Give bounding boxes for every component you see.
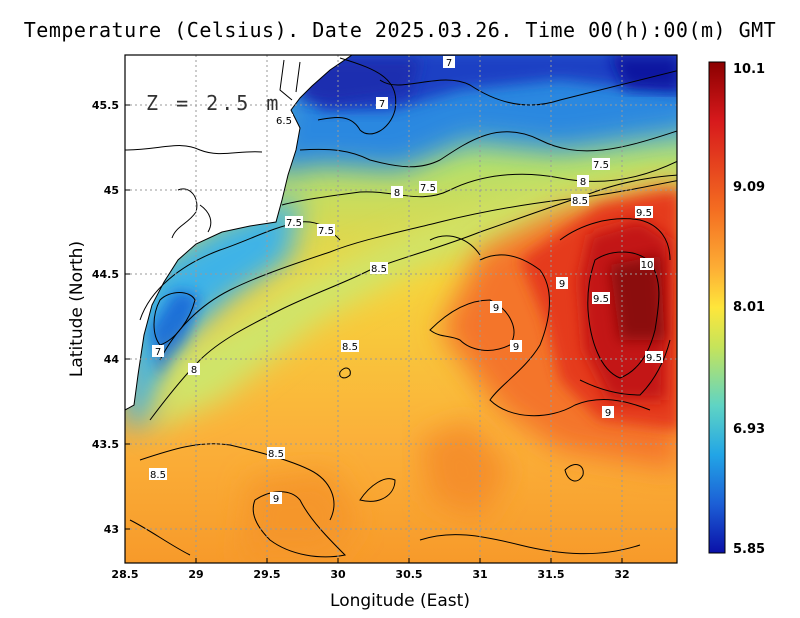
map-title: Temperature (Celsius). Date 2025.03.26. … [23, 18, 777, 42]
contour-label: 8.5 [371, 264, 387, 275]
contour-label: 10 [641, 260, 654, 271]
contour-label: 7.5 [593, 160, 609, 171]
y-tick-label: 45.5 [92, 99, 119, 112]
contour-label: 7.5 [318, 226, 334, 237]
contour-label: 7 [155, 347, 161, 358]
contour-label: 9.5 [593, 294, 609, 305]
contour-label: 9 [273, 494, 279, 505]
x-tick-label: 32 [614, 568, 629, 581]
x-tick-label: 30 [330, 568, 346, 581]
contour-label: 8.5 [572, 196, 588, 207]
colorbar-labels: 10.1 9.09 8.01 6.93 5.85 [733, 62, 765, 557]
contour-label: 8 [394, 188, 400, 199]
contour-label: 9.5 [646, 353, 662, 364]
y-tick-label: 43.5 [92, 438, 119, 451]
contour-label: 8 [191, 365, 197, 376]
contour-label-group: 7 7 6.5 7.5 8 8 7.5 8.5 7.5 7.5 9.5 10 8… [149, 56, 663, 505]
contour-label: 8.5 [150, 470, 166, 481]
x-tick-label: 30.5 [395, 568, 422, 581]
colorbar-label: 6.93 [733, 422, 765, 437]
contour-label: 8.5 [268, 449, 284, 460]
depth-label: Z = 2.5 m [146, 91, 281, 115]
colorbar [708, 61, 726, 554]
contour-label: 6.5 [276, 116, 292, 127]
y-tick-label: 45 [104, 184, 119, 197]
x-tick-label: 28.5 [111, 568, 138, 581]
contour-label: 9 [493, 303, 499, 314]
colorbar-label: 5.85 [733, 542, 765, 557]
contour-label: 7 [379, 99, 385, 110]
plot-frame [124, 54, 678, 564]
contour-label: 8.5 [342, 342, 358, 353]
temperature-field [125, 55, 677, 563]
y-axis-title: Latitude (North) [67, 241, 87, 377]
y-tick-label: 44 [104, 353, 120, 366]
colorbar-label: 8.01 [733, 300, 765, 315]
x-tick-label: 29.5 [253, 568, 280, 581]
x-axis-title: Longitude (East) [330, 591, 470, 611]
y-tick-marks [125, 104, 130, 530]
y-tick-label: 44.5 [92, 268, 119, 281]
y-tick-label: 43 [104, 523, 119, 536]
contour-label: 9 [513, 342, 519, 353]
x-tick-label: 29 [188, 568, 203, 581]
x-tick-marks [195, 558, 623, 563]
contour-label: 7.5 [420, 183, 436, 194]
contour-label: 9.5 [636, 208, 652, 219]
contour-label: 7.5 [286, 218, 302, 229]
colorbar-label: 9.09 [733, 180, 765, 195]
contour-label: 9 [605, 408, 611, 419]
colorbar-label: 10.1 [733, 62, 765, 77]
y-tick-labels: 45.5 45 44.5 44 43.5 43 [92, 99, 119, 536]
x-tick-label: 31 [472, 568, 487, 581]
contour-label: 7 [446, 58, 452, 69]
contour-label: 8 [580, 177, 586, 188]
x-tick-labels: 28.5 29 29.5 30 30.5 31 31.5 32 [111, 568, 629, 581]
grid-lines [125, 55, 677, 563]
x-tick-label: 31.5 [537, 568, 564, 581]
land-mass [125, 55, 353, 411]
contour-label: 9 [559, 279, 565, 290]
